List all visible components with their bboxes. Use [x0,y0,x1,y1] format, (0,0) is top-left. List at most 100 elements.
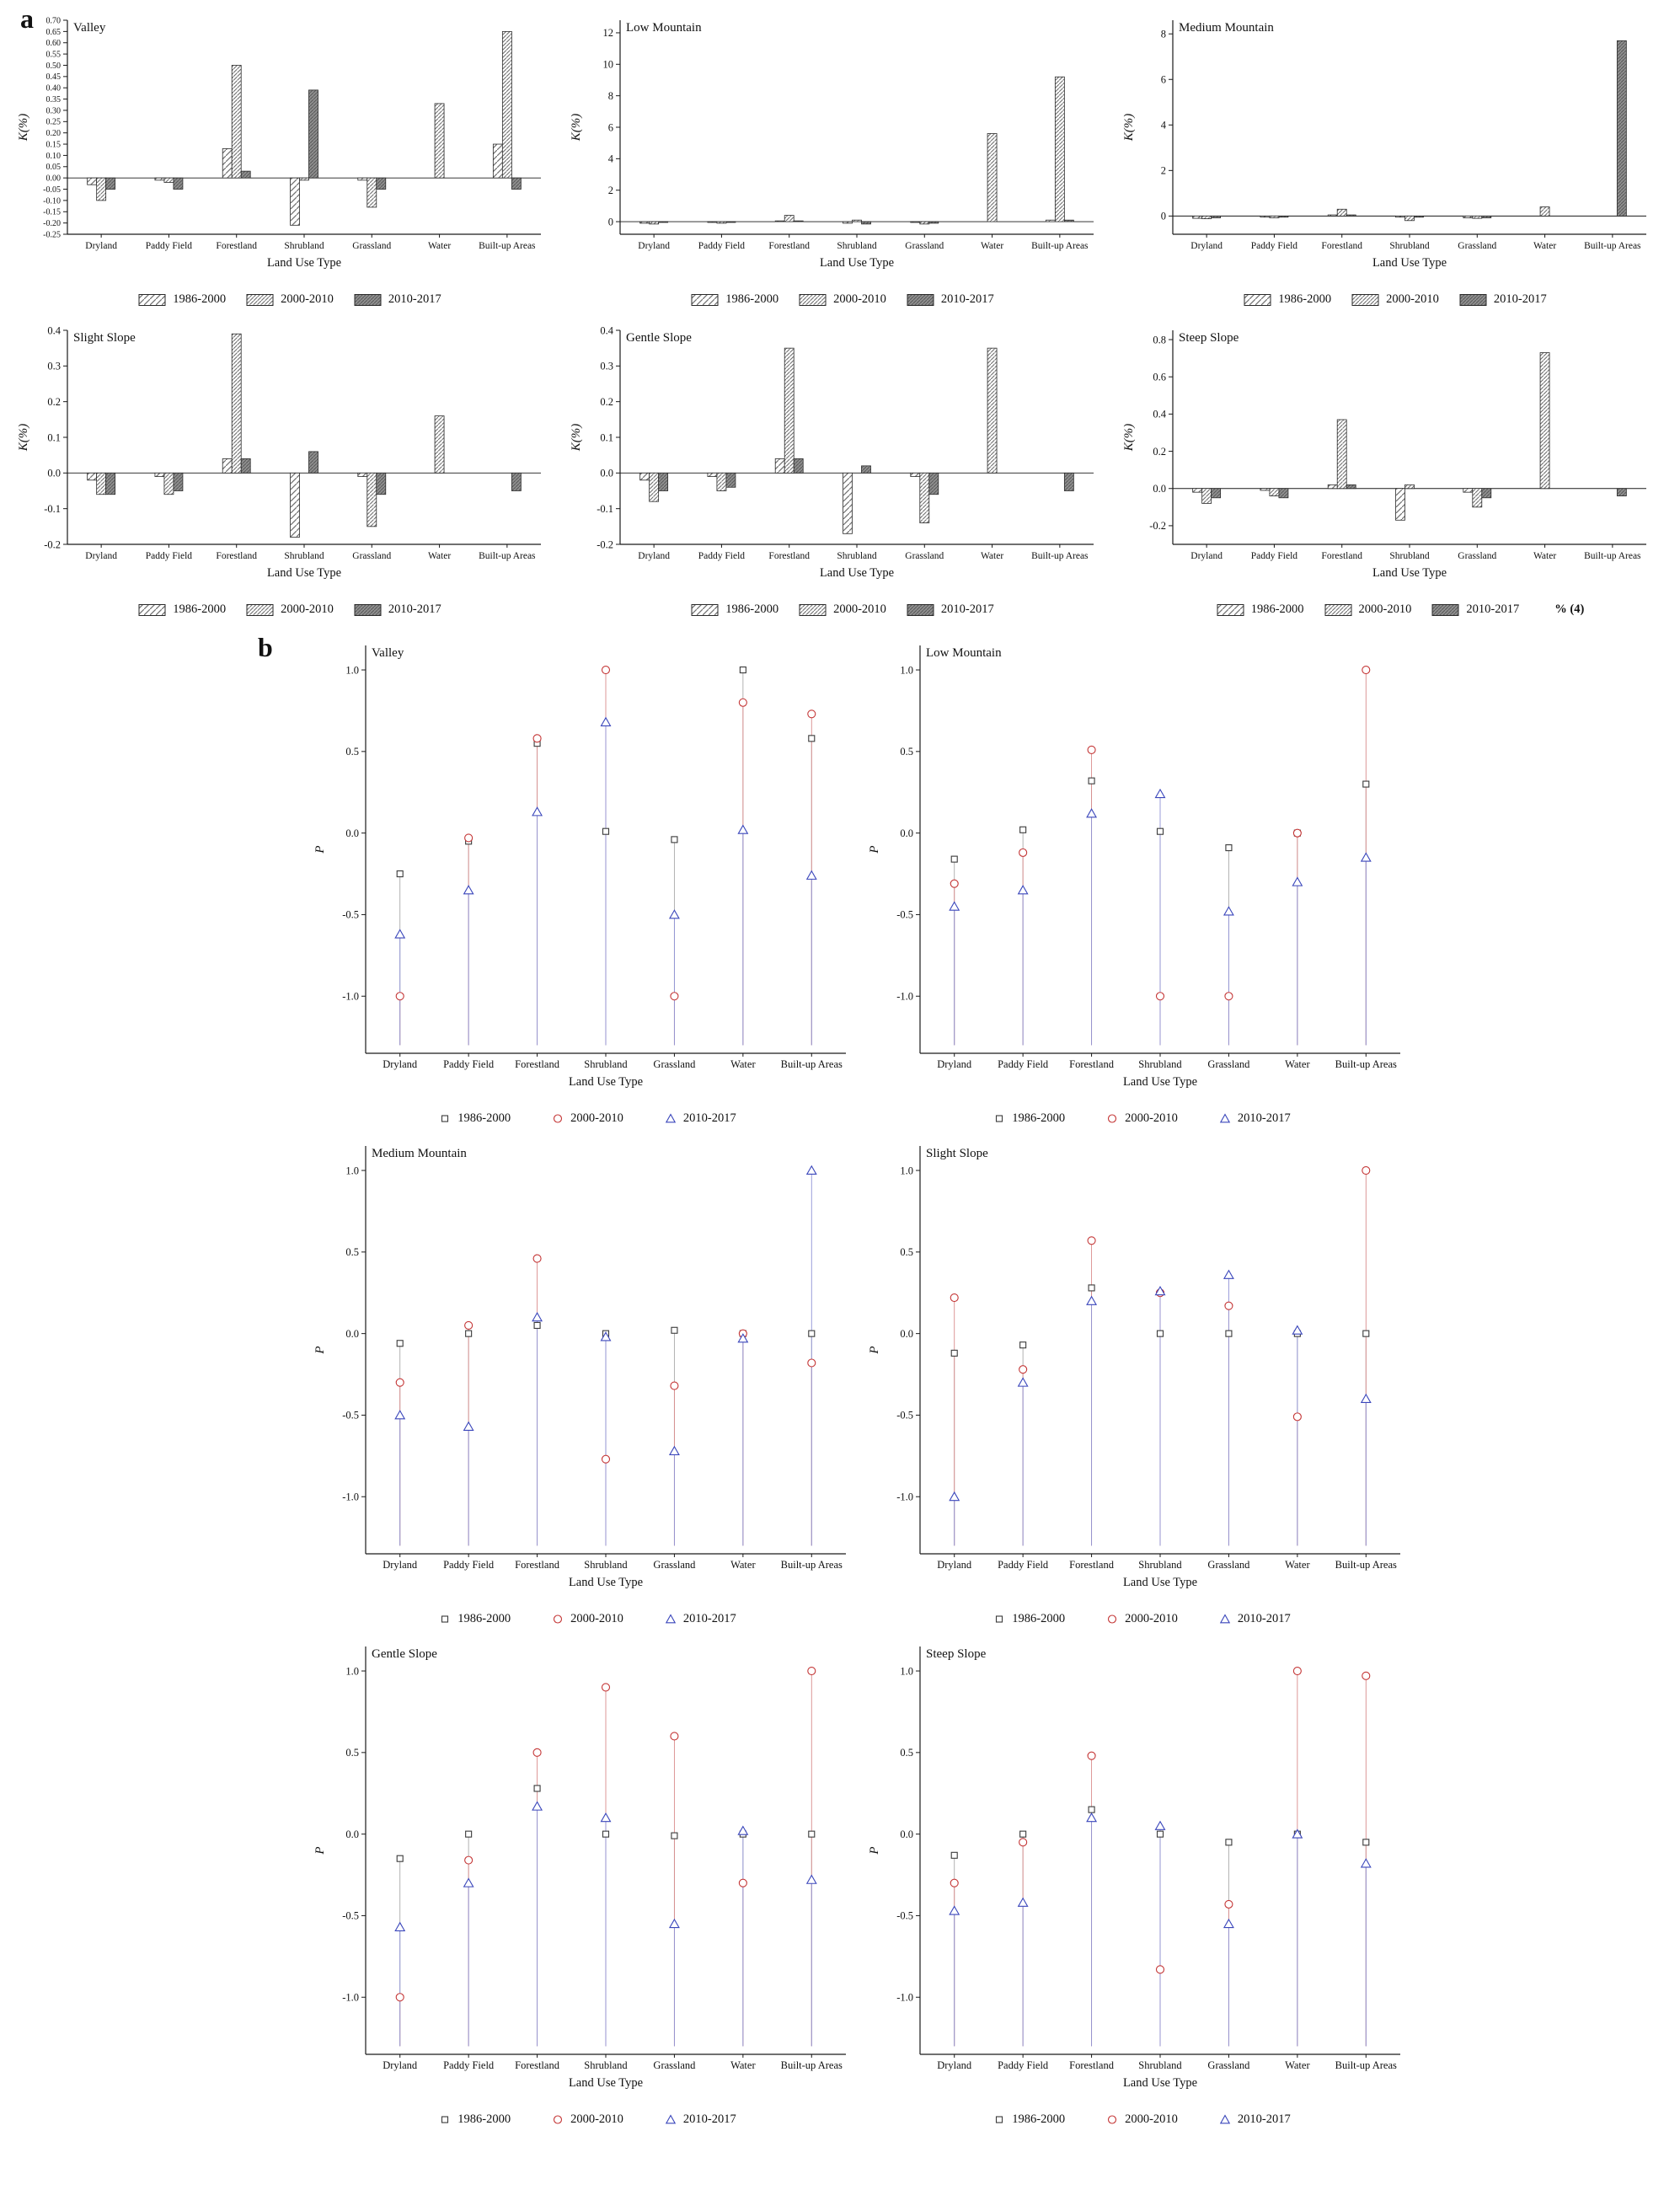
bar [290,177,300,226]
circle-marker [601,1454,611,1464]
legend-gentle-slope-k: 1986-2000 2000-2010 2010-2017 [566,602,1119,617]
legend-label: 1986-2000 [725,292,779,306]
chart-title: Gentle Slope [372,1647,437,1661]
bar [87,472,98,481]
square-marker [808,1830,816,1838]
triangle-marker-icon [665,2114,677,2124]
y-tick-label: 2 [608,185,613,196]
legend-label: 2010-2017 [388,292,441,306]
y-ticks: -1.0 -0.5 0.0 0.5 1.0 [896,1665,920,2003]
legend-label: 1986-2000 [725,602,779,616]
triangle-marker [1017,885,1029,895]
bar [1616,40,1627,217]
x-tick-label: Dryland [1190,241,1223,251]
legend-label: 2000-2010 [281,292,334,306]
square-marker [1362,1330,1370,1337]
x-tick-label: Grassland [653,1559,696,1571]
bar [173,472,184,491]
circle-marker [601,1683,611,1692]
x-tick-label: Water [1285,1559,1310,1571]
bars [639,347,1074,534]
x-tick-label: Paddy Field [1251,241,1298,251]
bar [1269,215,1280,218]
chart-svg-slight-slope-p: -1.0 -0.5 0.0 0.5 1.0 P Dryland Paddy Field Fore… [868,1146,1400,1589]
x-tick-label: Forestland [1069,1058,1115,1070]
bar [1327,214,1338,217]
chart-gentle-slope-k: -0.2 -0.1 0.0 0.1 0.2 0.3 0.4 K(%) Dryland Paddy … [566,319,1119,617]
legend-label: 2010-2017 [1237,1111,1291,1125]
legend-label: 1986-2000 [1012,1612,1066,1625]
triangle-marker [1292,876,1303,886]
circle-marker [395,992,404,1001]
bar [299,177,309,181]
x-tick-label: Dryland [1190,551,1223,561]
x-axis-label: Land Use Type [569,1576,643,1589]
bar [308,89,318,179]
circle-marker [1292,1666,1302,1676]
bar [1395,488,1405,521]
y-tick-label: 1.0 [345,664,359,676]
x-tick-label: Shrubland [837,241,877,251]
x-tick-label: Water [1533,241,1556,251]
y-tick-label: -1.0 [896,990,913,1002]
square-marker [533,1321,541,1330]
legend-label: 1986-2000 [457,2112,511,2126]
bar [1346,214,1356,217]
y-tick-label: -0.5 [896,909,913,921]
bar [434,415,445,474]
legend-label: 1986-2000 [1012,2112,1066,2126]
chart-title: Valley [372,646,404,660]
series-2010-2017 [105,89,522,190]
series-2010-2017 [658,458,1074,495]
series-2010-2017 [1211,40,1627,218]
circle-marker [1019,1838,1028,1847]
y-tick-label: 0.5 [900,1747,913,1759]
circle-marker-icon [554,1614,563,1624]
circle-marker [738,1878,747,1887]
circle-marker-icon [1108,2115,1117,2124]
x-tick-label: Grassland [352,551,391,561]
legend-label: 1986-2000 [173,292,227,306]
series-1986-2000 [1192,484,1474,521]
y-ticks: -0.2 -0.1 0.0 0.1 0.2 0.3 0.4 [44,324,67,550]
bar [376,472,387,495]
x-axis-label: Land Use Type [1123,1075,1197,1089]
x-tick-label: Forestland [216,551,257,561]
series-2000-2010 [649,347,998,523]
x-tick-label: Paddy Field [998,1058,1049,1070]
legend-item-2010-2017: 2010-2017 [354,602,441,617]
y-tick-label: -0.5 [896,1910,913,1922]
legend-label: 2000-2010 [570,2112,623,2126]
chart-title: Valley [73,21,106,35]
x-ticks: Dryland Paddy Field Forestland Shrubland Gra… [638,544,1089,561]
x-ticks: Dryland Paddy Field Forestland Shrubland Gra… [85,234,536,251]
y-axis-label: K(%) [570,424,583,452]
x-ticks: Dryland Paddy Field Forestland Shrubland Gra… [1190,544,1641,561]
y-tick-label: 1.0 [900,1165,913,1176]
square-marker [808,1330,816,1337]
square-marker [1362,1839,1370,1846]
y-ticks: -1.0 -0.5 0.0 0.5 1.0 [342,1665,366,2003]
legend-label: 2000-2010 [570,1612,623,1625]
legend-item-2010-2017: 2010-2017 [664,2112,736,2127]
y-tick-label: 0.0 [345,1829,359,1840]
y-ticks: 0 2 4 6 8 10 12 [603,27,620,228]
bar [987,133,998,222]
triangle-marker [1086,808,1098,818]
x-tick-label: Water [730,2059,756,2071]
triangle-marker [805,1165,817,1175]
y-tick-label: 0.5 [900,746,913,758]
square-marker [1156,1830,1164,1838]
bar [501,30,512,179]
x-tick-label: Built-up Areas [479,241,536,251]
circle-marker [1292,828,1302,838]
y-tick-label: 0.3 [600,361,613,372]
chart-slight-slope-k: -0.2 -0.1 0.0 0.1 0.2 0.3 0.4 K(%) Dryland Paddy … [13,319,566,617]
x-tick-label: Shrubland [584,2059,628,2071]
y-tick-label: -1.0 [896,1991,913,2003]
y-tick-label: 6 [608,121,613,133]
triangle-marker [949,1491,960,1502]
legend-item-1986-2000: 1986-2000 [992,1111,1065,1126]
circle-marker [670,1732,679,1741]
circle-marker-icon [554,2115,563,2124]
